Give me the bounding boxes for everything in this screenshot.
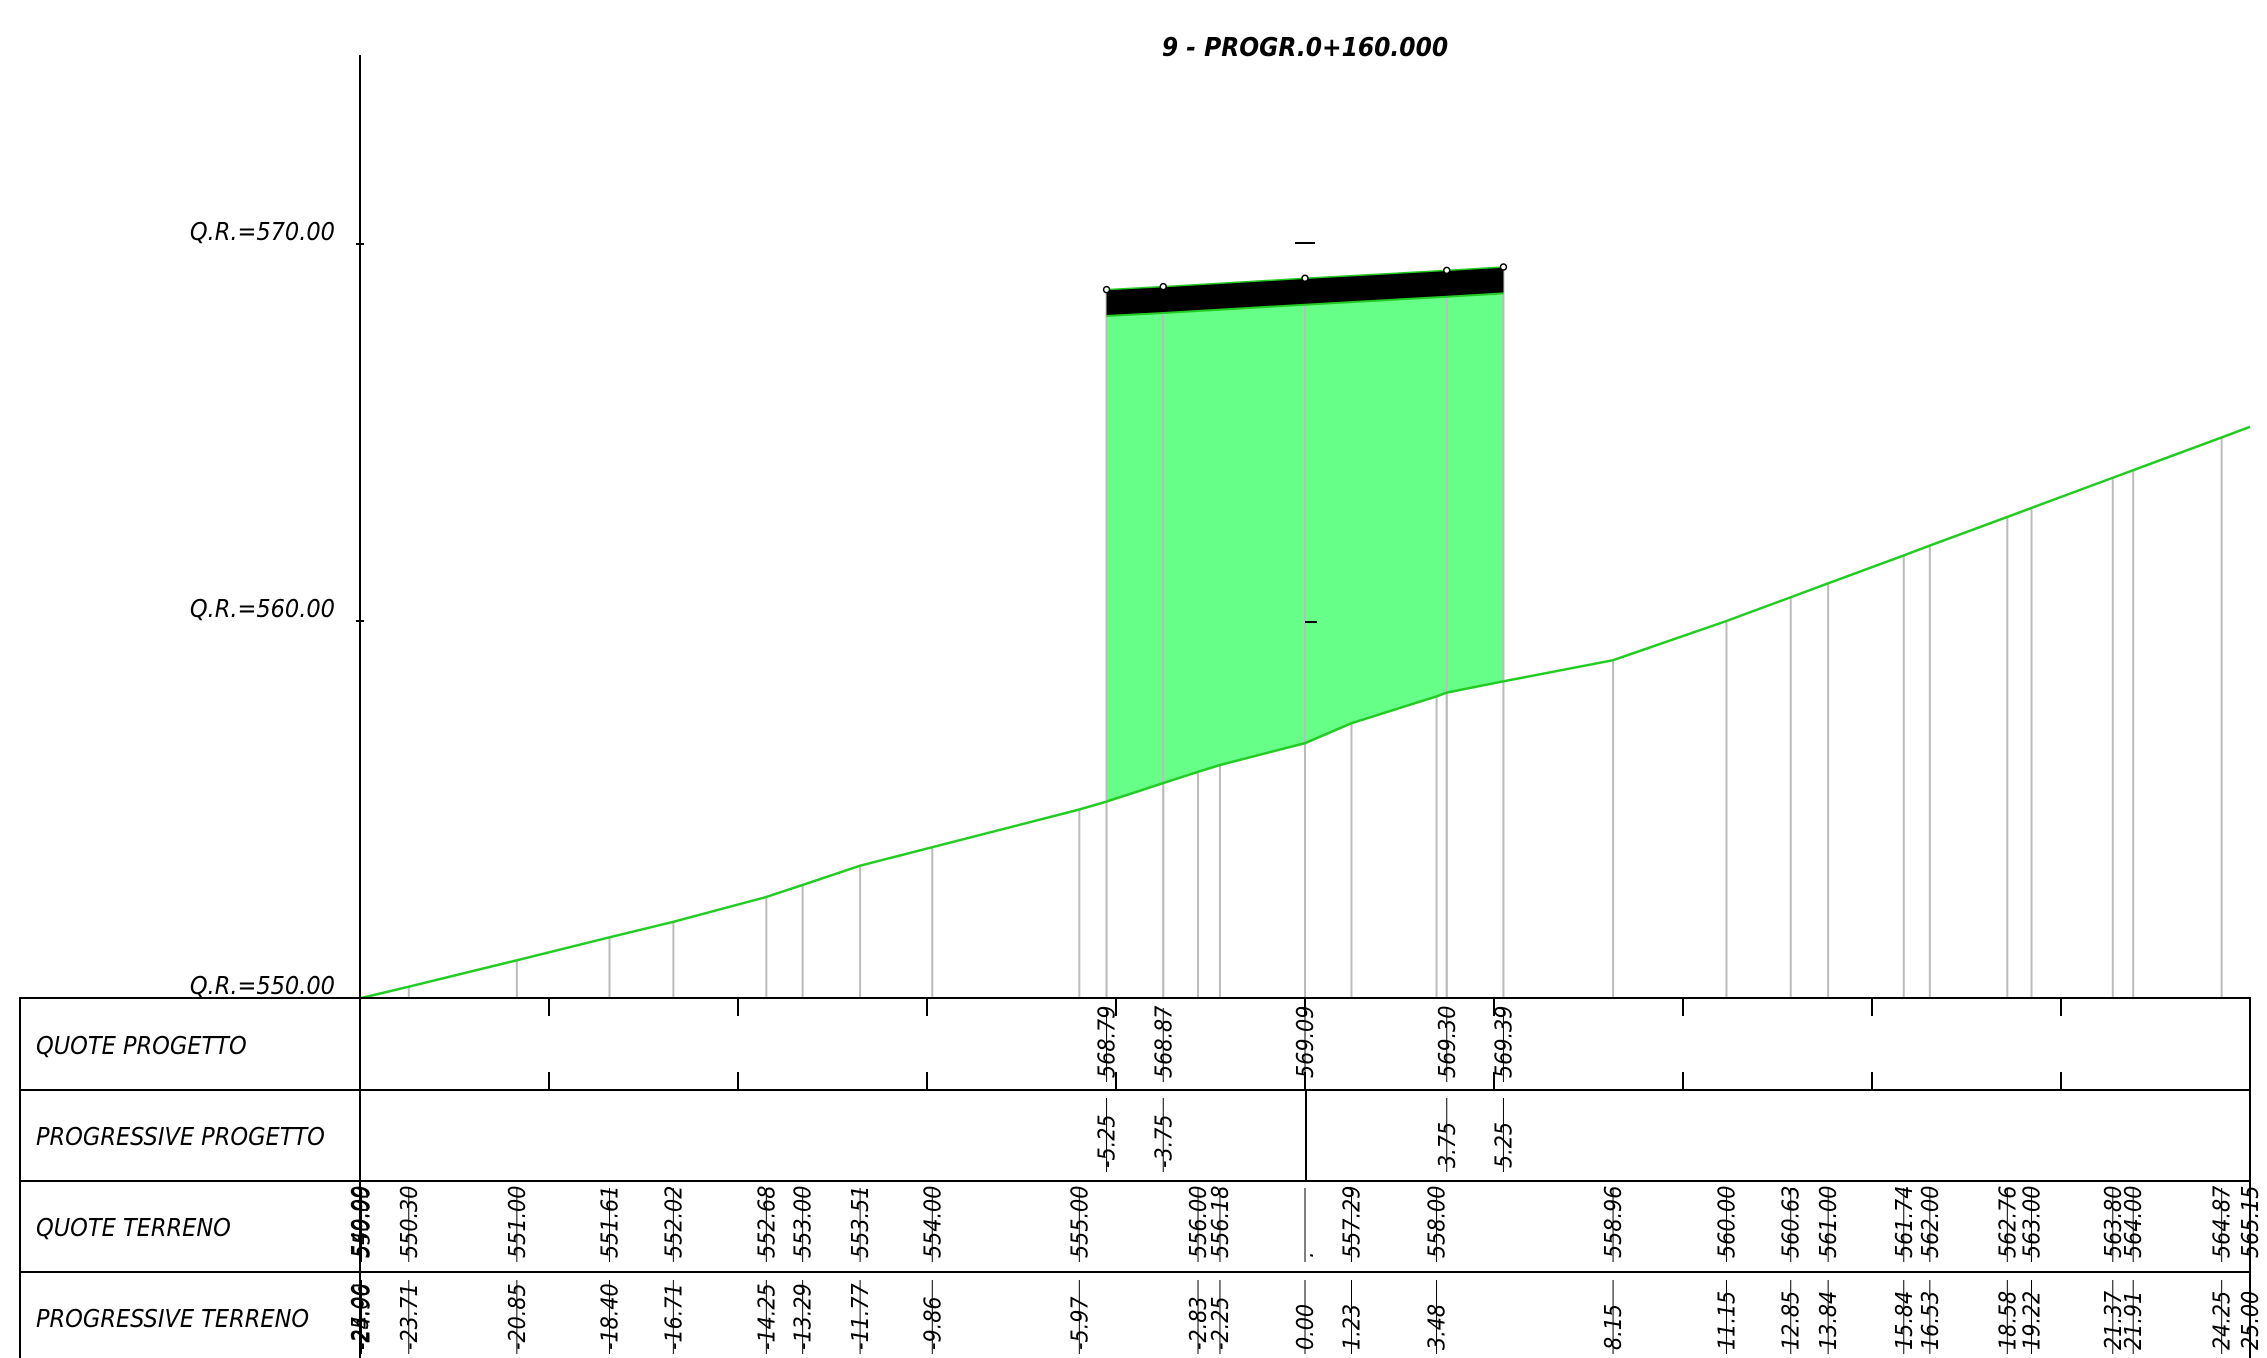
table-value: 3.48 <box>1425 1304 1451 1350</box>
table-value: 18.58 <box>1995 1291 2021 1350</box>
table-value: 24.25 <box>2210 1291 2236 1350</box>
table-value: 557.29 <box>1339 1186 1365 1258</box>
design-vertex <box>1102 285 1111 294</box>
table-value: 13.84 <box>1816 1291 1842 1350</box>
table-value: 562.00 <box>1918 1186 1944 1258</box>
table-value: 21.37 <box>2101 1291 2127 1350</box>
row-label-quote-terreno: QUOTE TERRENO <box>36 1213 231 1242</box>
table-value: 554.00 <box>920 1186 946 1258</box>
table-value: 19.22 <box>2020 1291 2046 1350</box>
table-value: -14.25 <box>754 1283 780 1350</box>
table-value: 12.85 <box>1779 1291 1805 1350</box>
table-ticks <box>548 998 2251 1090</box>
table-value: 552.02 <box>661 1186 687 1258</box>
table-value: -13.29 <box>791 1283 817 1350</box>
table-value: 21.91 <box>2121 1291 2147 1350</box>
table-value: 553.51 <box>848 1186 874 1258</box>
pavement-layer <box>1106 266 1504 317</box>
table-value: -18.40 <box>597 1283 623 1350</box>
table-value: -11.77 <box>848 1283 874 1350</box>
table-values: 568.79 568.87 569.09 569.30 569.39 -5.25 -3.75… <box>348 1006 2264 1354</box>
table-value: 552.68 <box>754 1186 780 1258</box>
section-title: 9 - PROGR.0+160.000 <box>1162 33 1448 63</box>
table-value: 569.39 <box>1491 1006 1517 1078</box>
design-vertex <box>1443 266 1451 275</box>
table-value: 553.00 <box>791 1186 817 1258</box>
table-value: 550.30 <box>397 1186 423 1258</box>
datum-label: Q.R.=560.00 <box>190 594 335 623</box>
table-value: 11.15 <box>1714 1291 1740 1350</box>
table-value: -5.25 <box>1095 1114 1121 1168</box>
table-value: -3.75 <box>1151 1114 1177 1168</box>
row-label-quote-progetto: QUOTE PROGETTO <box>36 1031 247 1060</box>
table-value: 555.00 <box>1067 1186 1093 1258</box>
row-label-progressive-terreno: PROGRESSIVE TERRENO <box>36 1304 309 1333</box>
subgrade-line <box>1106 292 1504 318</box>
table-value: 5.25 <box>1491 1122 1517 1168</box>
table-value: 565.15 <box>2238 1186 2264 1258</box>
table-value: 8.15 <box>1601 1304 1627 1350</box>
design-vertex <box>1499 263 1508 271</box>
row-label-progressive-progetto: PROGRESSIVE PROGETTO <box>36 1122 325 1151</box>
table-value: 568.87 <box>1151 1006 1177 1078</box>
table-value: 556.18 <box>1208 1186 1234 1258</box>
table-value: . <box>1293 1251 1319 1258</box>
table-value: 563.00 <box>2020 1186 2046 1258</box>
table-value: 563.80 <box>2101 1186 2127 1258</box>
datum-labels: Q.R.=570.00 Q.R.=560.00 Q.R.=550.00 <box>190 217 364 1000</box>
table-value: 568.79 <box>1095 1006 1121 1078</box>
table-value: -25.00 <box>348 1283 374 1350</box>
table-value: 564.87 <box>2210 1186 2236 1258</box>
table-value: 16.53 <box>1918 1291 1944 1350</box>
table-value: 560.00 <box>1714 1186 1740 1258</box>
design-vertex <box>1159 282 1167 291</box>
table-value: -5.97 <box>1067 1296 1093 1350</box>
table-value: 15.84 <box>1892 1291 1918 1350</box>
table-value: 0.00 <box>1293 1304 1319 1350</box>
table-value: -2.25 <box>1208 1296 1234 1350</box>
table-value: 569.30 <box>1435 1006 1461 1078</box>
table-value: 1.23 <box>1339 1304 1365 1350</box>
table-value: 556.00 <box>1186 1186 1212 1258</box>
table-value: -20.85 <box>505 1283 531 1350</box>
table-value: -24.96 <box>350 1283 376 1350</box>
table-value: -16.71 <box>661 1283 687 1350</box>
table-value: 550.00 <box>350 1186 376 1258</box>
table-value: -2.83 <box>1186 1296 1212 1350</box>
table-value: 549.99 <box>348 1186 374 1258</box>
datum-label: Q.R.=570.00 <box>190 217 335 246</box>
table-value: 560.63 <box>1779 1186 1805 1258</box>
table-value: 561.74 <box>1892 1186 1918 1258</box>
datum-label: Q.R.=550.00 <box>190 971 335 1000</box>
table-value: 561.00 <box>1816 1186 1842 1258</box>
table-value: -9.86 <box>920 1296 946 1350</box>
table-value: 558.00 <box>1425 1186 1451 1258</box>
table-value: 25.00 <box>2238 1291 2264 1350</box>
terrain-line <box>359 425 2251 1000</box>
table-value: 569.09 <box>1293 1006 1319 1078</box>
table-value: 558.96 <box>1601 1186 1627 1258</box>
table-frame <box>19 997 2251 1358</box>
guitar-table: QUOTE PROGETTO PROGRESSIVE PROGETTO QUOT… <box>19 997 2264 1358</box>
design-vertex <box>1301 274 1309 283</box>
plot-area <box>359 242 2251 1000</box>
table-value: 551.61 <box>597 1186 623 1258</box>
table-value: -23.71 <box>397 1283 423 1350</box>
table-value: 551.00 <box>505 1186 531 1258</box>
table-value: 562.76 <box>1995 1186 2021 1258</box>
table-value: 564.00 <box>2121 1186 2147 1258</box>
table-value: 3.75 <box>1435 1122 1461 1168</box>
